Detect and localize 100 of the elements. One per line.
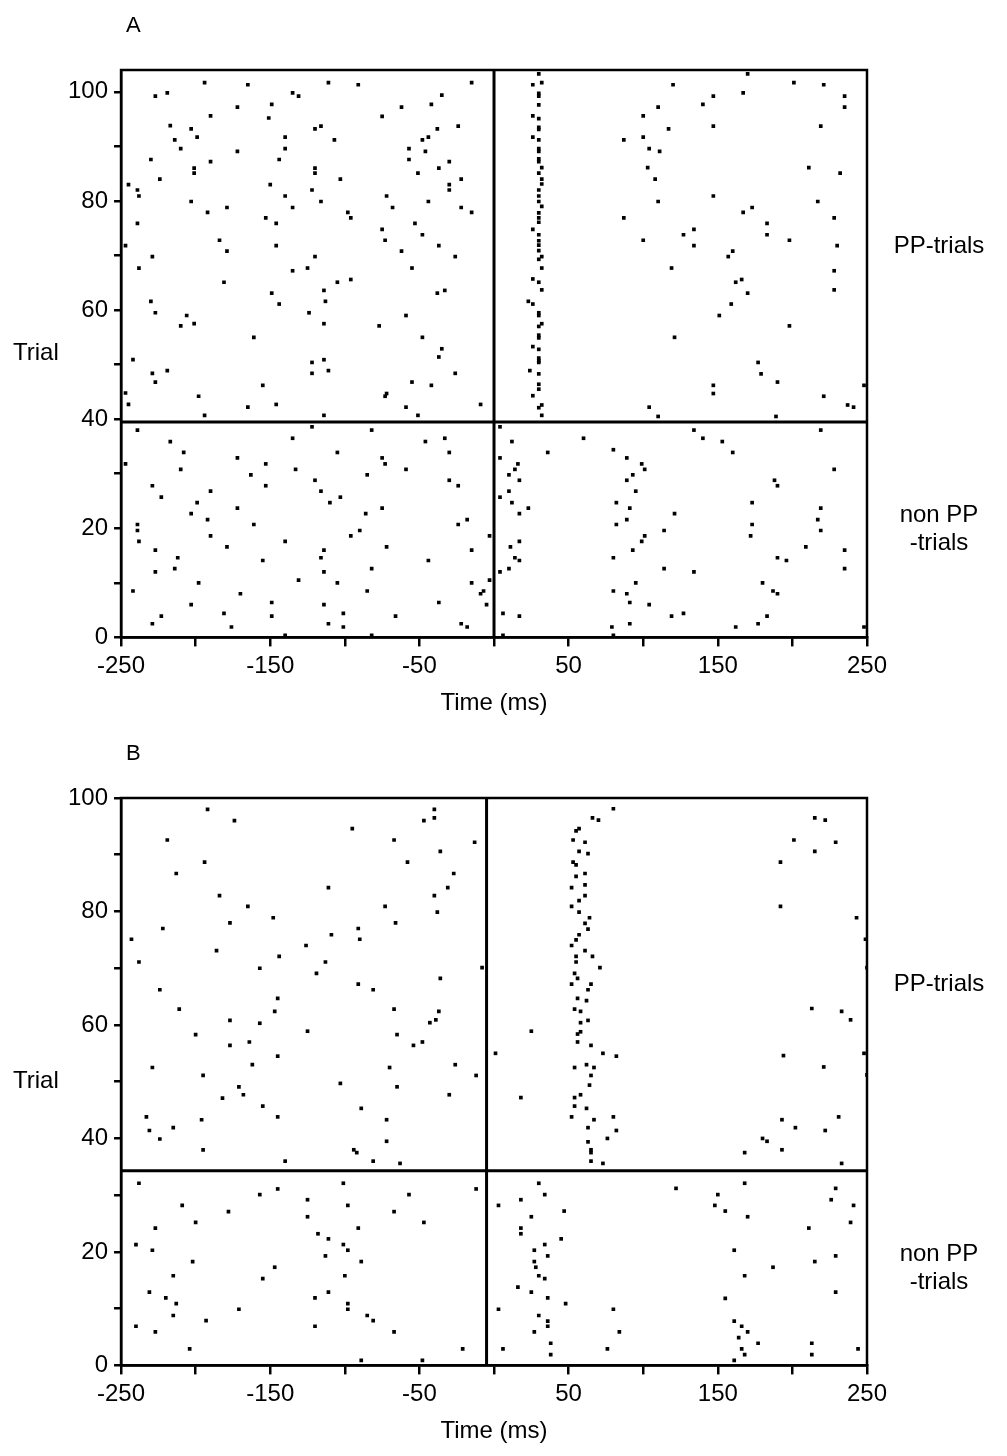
point: [806, 1226, 811, 1230]
point: [536, 188, 541, 192]
point: [530, 393, 535, 398]
point: [316, 1231, 320, 1236]
point: [723, 1209, 728, 1213]
point: [516, 1285, 520, 1289]
y-tick-label: 100: [68, 782, 109, 810]
point: [536, 347, 541, 352]
y-tick-label: 80: [81, 896, 109, 924]
text: PP-trials: [893, 230, 985, 258]
y-tick-label: 80: [81, 185, 109, 213]
point: [732, 1358, 737, 1363]
point: [545, 1324, 550, 1329]
point: [536, 1181, 541, 1186]
point: [792, 838, 796, 842]
point: [530, 135, 535, 139]
point: [536, 405, 541, 410]
point: [536, 211, 541, 215]
point: [530, 82, 535, 87]
point: [771, 1265, 775, 1270]
point: [536, 220, 541, 225]
y-tick-label: 0: [94, 622, 109, 650]
point: [536, 382, 541, 387]
y-axis-title: Trial: [13, 1066, 59, 1094]
x-tick-label: 50: [555, 1379, 582, 1407]
point: [519, 1197, 523, 1202]
point: [519, 1231, 523, 1236]
point: [536, 372, 541, 376]
point: [532, 1330, 537, 1334]
point: [562, 1209, 566, 1213]
point: [756, 1341, 760, 1346]
point: [742, 1181, 747, 1186]
text: non PP -trials: [899, 500, 979, 556]
x-tick-label: -50: [402, 1379, 437, 1407]
y-tick-label: 60: [81, 1009, 109, 1037]
point: [342, 1273, 347, 1278]
point: [163, 1296, 168, 1300]
point: [313, 1296, 317, 1300]
point: [137, 1181, 141, 1186]
point: [359, 1358, 364, 1363]
point: [833, 1290, 838, 1295]
point: [732, 1248, 737, 1253]
point: [187, 1347, 192, 1351]
point: [526, 299, 531, 304]
point: [545, 1296, 550, 1300]
point: [529, 1214, 534, 1219]
x-tick-label: -50: [402, 651, 437, 679]
point: [536, 71, 541, 76]
point: [539, 177, 544, 181]
point: [833, 1254, 838, 1258]
point: [780, 1147, 784, 1152]
point: [780, 1117, 784, 1122]
point: [536, 280, 541, 285]
point: [474, 1187, 478, 1191]
point: [765, 1139, 769, 1144]
point: [536, 387, 541, 391]
y-axis-title: Trial: [13, 338, 59, 366]
text: PP-trials: [893, 969, 985, 997]
point: [529, 1029, 534, 1034]
point: [519, 1226, 523, 1230]
point: [533, 1265, 538, 1270]
point: [812, 816, 817, 820]
text: non PP -trials: [899, 1238, 979, 1294]
point: [739, 1324, 744, 1329]
point: [272, 1265, 277, 1270]
point: [823, 818, 828, 822]
point: [536, 171, 541, 175]
point: [460, 1347, 465, 1351]
point: [345, 1248, 350, 1253]
y-tick-label: 0: [94, 1350, 109, 1378]
y-tick-label: 100: [68, 76, 109, 104]
point: [536, 194, 541, 198]
point: [536, 138, 541, 142]
x-axis-title: Time (ms): [440, 1416, 548, 1444]
point: [548, 1341, 553, 1346]
chart-title: B: [126, 740, 141, 765]
point: [732, 1319, 737, 1323]
x-tick-label: 50: [555, 651, 582, 679]
point: [833, 840, 838, 845]
x-axis-title: Time (ms): [440, 688, 548, 716]
point: [812, 849, 817, 854]
x-tick-label: 250: [846, 1379, 888, 1407]
y-tick-label: 60: [81, 294, 109, 322]
point: [742, 1273, 747, 1278]
point: [539, 182, 544, 186]
point: [545, 1254, 550, 1258]
point: [529, 1290, 534, 1295]
point: [392, 1330, 396, 1334]
point: [536, 103, 541, 107]
point: [345, 1307, 350, 1312]
point: [237, 1307, 241, 1312]
point: [536, 232, 541, 237]
point: [545, 1319, 550, 1323]
point: [856, 1347, 860, 1351]
y-tick-label: 20: [81, 1236, 109, 1264]
point: [501, 1347, 505, 1351]
y-tick-label: 40: [81, 403, 109, 431]
y-tick-label: 40: [81, 1123, 109, 1151]
point: [530, 302, 535, 306]
x-tick-label: 150: [697, 1379, 738, 1407]
